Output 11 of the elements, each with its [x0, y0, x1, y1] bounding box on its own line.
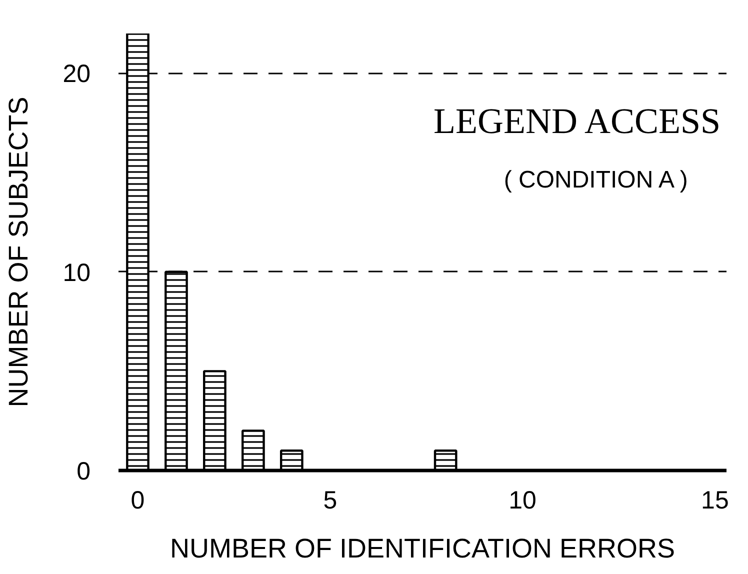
- x-axis-title: NUMBER OF IDENTIFICATION ERRORS: [170, 534, 676, 564]
- text: ( CONDITION A ): [504, 166, 688, 194]
- x-tick-label: 10: [508, 486, 536, 514]
- text: LEGEND ACCESS: [433, 100, 721, 141]
- x-tick-label: 15: [701, 486, 729, 514]
- y-tick-label: 0: [76, 458, 90, 486]
- y-axis-title: NUMBER OF SUBJECTS: [4, 96, 34, 408]
- y-tick-label: 20: [62, 60, 91, 88]
- x-tick-label: 0: [130, 486, 145, 514]
- x-tick-label: 5: [323, 486, 338, 514]
- y-tick-label: 10: [62, 258, 91, 287]
